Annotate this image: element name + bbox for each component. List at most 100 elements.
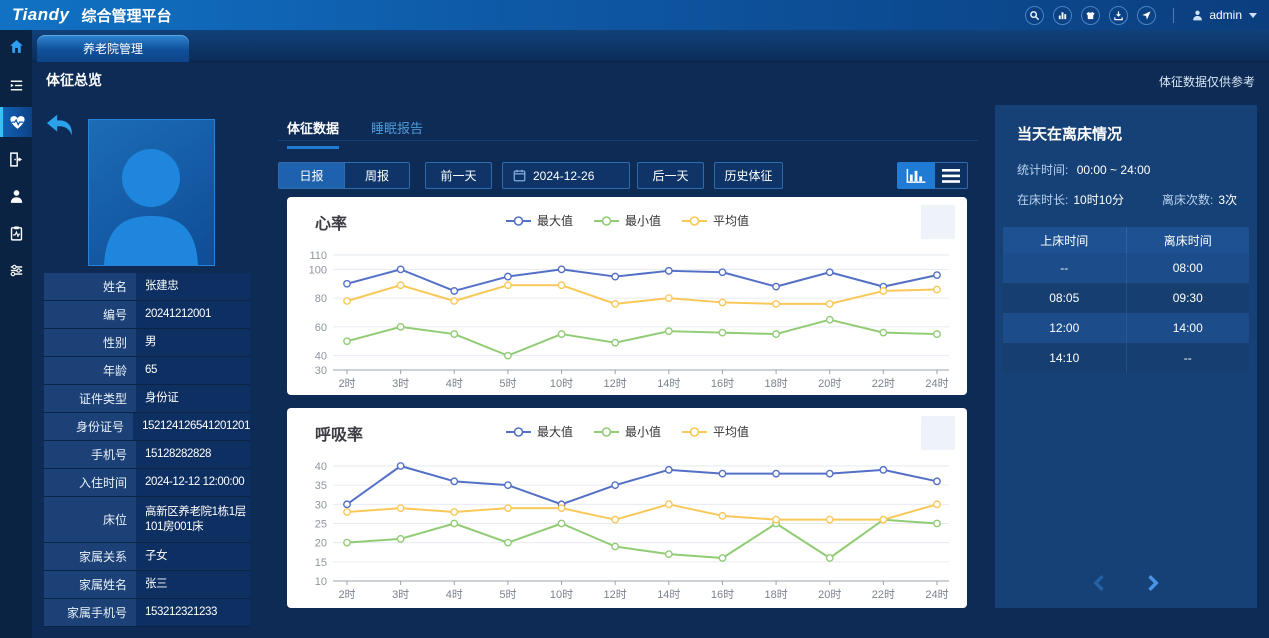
legend-marker-icon: [682, 426, 707, 437]
profile-row: 入住时间 2024-12-12 12:00:00: [44, 469, 250, 497]
bed-table-row: 08:05 09:30: [1003, 283, 1249, 313]
search-icon[interactable]: [1025, 5, 1045, 25]
profile-field-value: 子女: [136, 543, 250, 570]
user-icon: [1193, 10, 1203, 20]
sidebar-item-vital-signs[interactable]: [0, 107, 32, 137]
profile-row: 家属姓名 张三: [44, 571, 250, 599]
profile-row: 年龄 65: [44, 357, 250, 385]
profile-field-label: 床位: [44, 497, 136, 542]
sidebar-item-settings[interactable]: [0, 255, 32, 285]
locate-icon[interactable]: [1137, 5, 1157, 25]
brand-logo: Tiandy: [12, 5, 70, 24]
svg-text:4时: 4时: [446, 588, 463, 601]
apparel-icon[interactable]: [1081, 5, 1101, 25]
bed-table: 上床时间 离床时间 -- 08:00 08:05 09:30 12:00 14:00 14:1…: [1003, 227, 1249, 373]
chart-legend: 最大值 最小值 平均值: [287, 212, 967, 229]
profile-field-value: 20241212001: [136, 301, 250, 328]
next-day-button[interactable]: 后一天: [637, 162, 704, 189]
svg-text:2时: 2时: [338, 588, 355, 601]
profile-row: 床位 高新区养老院1栋1层101房001床: [44, 497, 250, 543]
legend-item[interactable]: 最小值: [593, 212, 661, 229]
history-vitals-button[interactable]: 历史体征: [714, 162, 783, 189]
legend-label: 平均值: [713, 214, 750, 228]
legend-item[interactable]: 最大值: [505, 423, 573, 440]
bed-table-row: -- 08:00: [1003, 253, 1249, 283]
bed-table-row: 14:10 --: [1003, 343, 1249, 373]
user-menu[interactable]: admin: [1191, 8, 1257, 22]
sidebar-item-home[interactable]: [0, 30, 32, 62]
profile-field-value: 男: [136, 329, 250, 356]
svg-text:12时: 12时: [604, 588, 627, 601]
door-exit-icon: [9, 151, 22, 167]
leave-count-label: 离床次数:: [1162, 193, 1214, 207]
svg-text:16时: 16时: [711, 588, 734, 601]
tabs-divider: [278, 140, 978, 141]
legend-item[interactable]: 平均值: [681, 212, 749, 229]
tab-sleep-report[interactable]: 睡眠报告: [371, 121, 424, 136]
legend-label: 最大值: [536, 214, 573, 228]
svg-text:12时: 12时: [604, 377, 627, 390]
profile-field-label: 入住时间: [44, 469, 136, 496]
svg-text:16时: 16时: [711, 377, 734, 390]
list-view-button[interactable]: [935, 162, 968, 189]
profile-field-label: 证件类型: [44, 385, 136, 412]
date-picker[interactable]: 2024-12-26: [502, 162, 630, 189]
sidebar-item-health-report[interactable]: [0, 218, 32, 248]
profile-field-label: 家属手机号: [44, 599, 136, 626]
back-button[interactable]: [45, 112, 75, 143]
stat-time-label: 统计时间:: [1017, 163, 1069, 177]
bed-table-row: 12:00 14:00: [1003, 313, 1249, 343]
sidebar: [0, 30, 32, 638]
leave-count-value: 3次: [1218, 193, 1238, 207]
sidebar-item-task-list[interactable]: [0, 70, 32, 100]
chart-title: 心率: [315, 216, 348, 233]
pagination-next-button[interactable]: [1147, 574, 1161, 592]
header-separator: [1173, 7, 1175, 23]
bed-table-cell: 09:30: [1172, 291, 1203, 305]
legend-item[interactable]: 平均值: [681, 423, 749, 440]
legend-marker-icon: [593, 426, 619, 437]
tab-vital-data[interactable]: 体征数据: [287, 118, 340, 149]
legend-item[interactable]: 最大值: [505, 212, 573, 229]
report-type-toggle: 日报 周报: [278, 162, 410, 189]
legend-label: 最小值: [624, 425, 661, 439]
analytics-icon[interactable]: [1053, 5, 1073, 25]
svg-text:20时: 20时: [818, 588, 841, 601]
chevron-down-icon: [1249, 12, 1257, 18]
svg-text:15: 15: [315, 557, 327, 569]
weekly-report-button[interactable]: 周报: [344, 163, 409, 188]
svg-text:3时: 3时: [392, 377, 409, 390]
header-actions: admin: [1025, 5, 1257, 25]
profile-field-label: 身份证号: [44, 413, 134, 440]
legend-marker-icon: [682, 215, 707, 226]
profile-field-value: 身份证: [136, 385, 250, 412]
bed-table-column-header: 上床时间: [1003, 227, 1127, 253]
legend-item[interactable]: 最小值: [593, 423, 661, 440]
chart-view-button[interactable]: [897, 162, 935, 189]
download-icon[interactable]: [1109, 5, 1129, 25]
prev-day-button[interactable]: 前一天: [425, 162, 492, 189]
tab-nursing-home[interactable]: 养老院管理: [37, 35, 189, 62]
app-title: 综合管理平台: [81, 7, 172, 25]
back-arrow-icon: [46, 114, 72, 136]
profile-row: 姓名 张建忠: [44, 273, 250, 301]
bed-stats-row: 在床时长: 10时10分 离床次数: 3次: [1017, 191, 1242, 208]
svg-text:10时: 10时: [550, 588, 573, 601]
chart-corner-decoration: [921, 416, 955, 450]
profile-field-value: 152124126541201201: [133, 413, 250, 440]
bed-table-header: 上床时间 离床时间: [1003, 227, 1249, 253]
daily-report-button[interactable]: 日报: [279, 163, 344, 188]
bed-table-cell: --: [1183, 351, 1192, 365]
date-value: 2024-12-26: [533, 168, 595, 183]
sidebar-item-resident[interactable]: [0, 181, 32, 211]
pagination-prev-button[interactable]: [1091, 574, 1105, 592]
svg-text:30: 30: [315, 365, 327, 377]
profile-field-value: 65: [136, 357, 250, 384]
settings-sliders-icon: [10, 264, 22, 276]
profile-field-label: 编号: [44, 301, 136, 328]
sidebar-item-door-exit[interactable]: [0, 144, 32, 174]
profile-field-value: 张建忠: [136, 273, 250, 300]
profile-field-label: 性别: [44, 329, 136, 356]
bed-table-cell: 14:00: [1172, 321, 1203, 335]
calendar-icon: [513, 169, 526, 182]
